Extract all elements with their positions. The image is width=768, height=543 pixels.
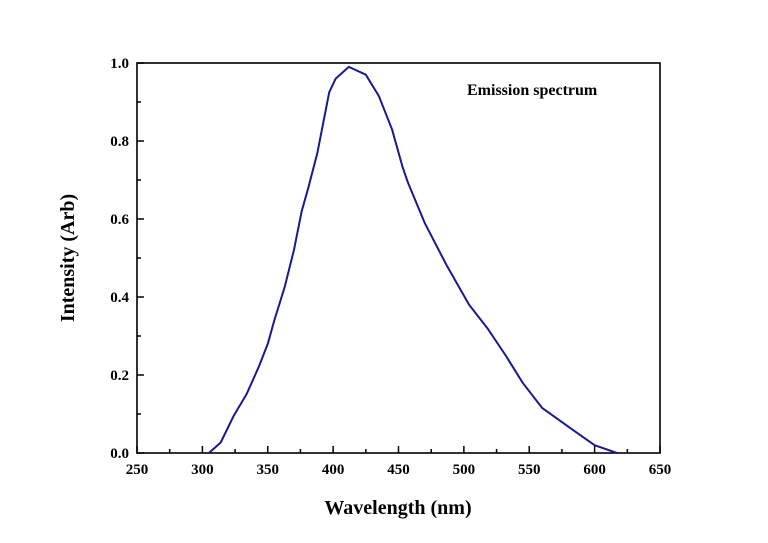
x-tick-label: 300: [191, 462, 214, 478]
x-tick-label: 350: [257, 462, 280, 478]
x-tick-label: 250: [126, 462, 149, 478]
x-tick-label: 400: [322, 462, 345, 478]
y-tick-label: 0.6: [110, 212, 129, 228]
series-line-emission: [208, 65, 618, 454]
plot-frame: [136, 62, 661, 454]
x-tick-label: 550: [518, 462, 541, 478]
annotation-label: Emission spectrum: [467, 82, 598, 99]
y-tick-label: 1.0: [110, 56, 129, 72]
y-tick-label: 0.8: [110, 134, 129, 150]
x-tick-label: 500: [453, 462, 476, 478]
y-tick-label: 0.2: [110, 368, 129, 384]
x-tick-label: 450: [387, 462, 410, 478]
y-tick-label: 0.0: [110, 446, 129, 462]
x-tick-label: 600: [583, 462, 606, 478]
y-tick-label: 0.4: [110, 290, 129, 306]
y-axis-label: Intensity (Arb): [57, 194, 79, 322]
x-axis-label: Wavelength (nm): [324, 497, 471, 519]
x-tick-label: 650: [649, 462, 672, 478]
